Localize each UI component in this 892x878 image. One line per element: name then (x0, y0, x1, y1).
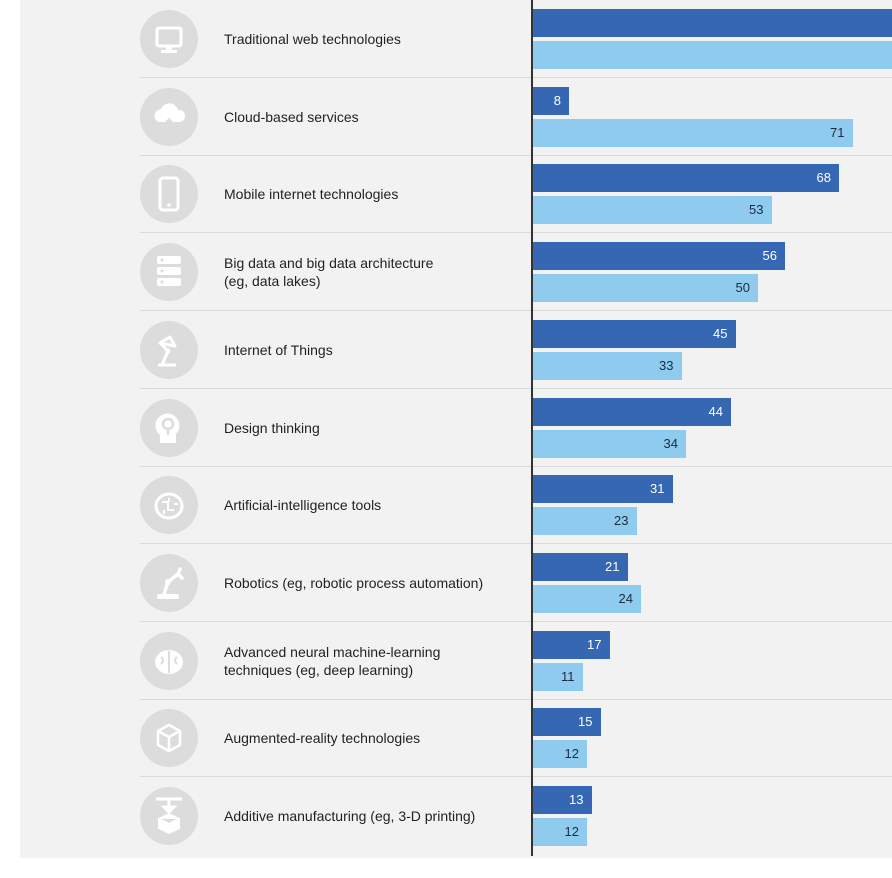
bar-series-2 (533, 196, 772, 225)
category-label: Cloud-based services (224, 78, 524, 156)
bar-value-label: 21 (605, 558, 620, 574)
row-separator (140, 776, 892, 778)
bar-value-label: 17 (587, 636, 602, 652)
robot-arm-icon (140, 553, 198, 612)
smartphone-icon (140, 165, 198, 224)
bar-series-1 (533, 708, 601, 737)
bar-value-label: 8 (553, 92, 561, 108)
bar-value-label: 44 (708, 403, 723, 419)
server-stack-icon (140, 243, 198, 302)
cube-wireframe-icon (140, 709, 198, 768)
category-row: Augmented-reality technologies (140, 699, 892, 778)
bar-value-label: 34 (663, 435, 678, 451)
category-label-line: Additive manufacturing (eg, 3-D printing… (224, 808, 476, 824)
bar-series-2 (533, 507, 637, 536)
bar-value-label: 11 (561, 668, 575, 684)
category-label-line: Robotics (eg, robotic process automation… (224, 574, 484, 591)
category-label: Advanced neural machine-learning techniqu… (224, 622, 524, 700)
category-row: Design thinking (140, 389, 892, 467)
bar-series-2 (533, 584, 641, 613)
3d-printer-icon (140, 787, 198, 845)
bar-series-2 (533, 274, 758, 303)
bar-series-1 (533, 164, 839, 193)
row-separator (140, 77, 892, 78)
bar-series-2 (533, 662, 583, 691)
category-label-line: Cloud-based services (224, 108, 359, 125)
bar-series-2 (533, 740, 587, 769)
row-separator (140, 232, 892, 234)
bar-value-label: 53 (749, 202, 764, 218)
bar-value-label: 13 (569, 792, 584, 807)
category-label: Mobile internet technologies (224, 155, 524, 233)
category-row: Artificial-intelligence tools (140, 466, 892, 545)
bar-value-label: 56 (762, 248, 777, 264)
row-separator (140, 154, 892, 156)
bar-series-2 (533, 41, 892, 69)
row-separator (140, 543, 892, 545)
bar-value-label: 45 (713, 325, 728, 341)
bar-series-1 (533, 475, 673, 504)
category-row: Mobile internet technologies (140, 155, 892, 234)
bar-series-2 (533, 818, 587, 846)
bar-series-2 (533, 118, 853, 147)
category-row: Internet of Things (140, 311, 892, 389)
bar-value-label: 68 (816, 170, 831, 186)
row-separator (140, 698, 892, 700)
bar-value-label: 12 (564, 824, 579, 839)
bar-series-1 (533, 319, 736, 348)
category-label-line: Internet of Things (224, 341, 333, 358)
category-row: Robotics (eg, robotic process automation… (140, 544, 892, 622)
brain-icon (140, 631, 198, 690)
bar-series-1 (533, 630, 610, 659)
category-label-line: (eg, data lakes) (224, 273, 321, 290)
bar-series-1 (533, 397, 731, 426)
category-row: Advanced neural machine-learning techniqu… (140, 622, 892, 700)
category-label-line: Augmented-reality technologies (224, 730, 421, 747)
bar-value-label: 33 (659, 357, 674, 373)
category-label: Artificial-intelligence tools (224, 466, 524, 544)
row-separator (140, 465, 892, 467)
category-axis-line (531, 0, 533, 856)
category-row: Big data and big data architecture (eg, d… (140, 233, 892, 312)
bar-series-1 (533, 86, 569, 115)
bar-series-1 (533, 9, 892, 37)
lightbulb-head-icon (140, 398, 198, 457)
category-row: Traditional web technologies (140, 0, 892, 78)
bar-value-label: 12 (564, 746, 579, 762)
category-label-line: Mobile internet technologies (224, 186, 399, 203)
category-label-line: Big data and big data architecture (224, 255, 434, 272)
brain-circuit-icon (140, 476, 198, 535)
category-label-line: Artificial-intelligence tools (224, 497, 382, 514)
category-row: Additive manufacturing (eg, 3-D printing… (140, 777, 892, 855)
category-label-line: Traditional web technologies (224, 31, 401, 47)
bar-value-label: 71 (830, 124, 845, 140)
row-separator (140, 620, 892, 622)
row-separator (140, 310, 892, 312)
category-label: Traditional web technologies (224, 0, 524, 78)
bar-value-label: 50 (735, 280, 750, 296)
category-label-line: Design thinking (224, 419, 320, 436)
bar-value-label: 31 (650, 481, 665, 497)
bar-value-label: 23 (614, 513, 629, 529)
desk-lamp-icon (140, 320, 198, 379)
category-label: Robotics (eg, robotic process automation… (224, 544, 524, 622)
row-separator (140, 387, 892, 389)
bar-series-2 (533, 351, 682, 380)
cloud-upload-icon (140, 87, 198, 146)
bar-series-2 (533, 429, 686, 458)
category-label: Big data and big data architecture (eg, d… (224, 233, 524, 311)
category-label-line: Advanced neural machine-learning (224, 643, 441, 660)
bar-value-label: 24 (618, 590, 633, 606)
bar-series-1 (533, 786, 592, 814)
category-label-line: techniques (eg, deep learning) (224, 661, 414, 678)
monitor-icon (140, 10, 198, 68)
category-label: Augmented-reality technologies (224, 699, 524, 777)
category-row: Cloud-based services (140, 78, 892, 156)
category-label: Additive manufacturing (eg, 3-D printing… (224, 777, 524, 855)
bar-series-1 (533, 242, 785, 271)
bar-value-label: 15 (578, 714, 593, 730)
bar-series-1 (533, 552, 628, 581)
category-label: Internet of Things (224, 311, 524, 389)
category-label: Design thinking (224, 389, 524, 467)
